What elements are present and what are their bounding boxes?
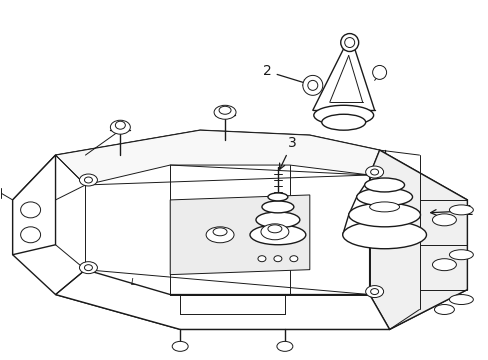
Ellipse shape [80,262,97,274]
Ellipse shape [214,105,236,119]
Ellipse shape [276,341,292,351]
Ellipse shape [84,265,92,271]
Ellipse shape [267,225,281,233]
Ellipse shape [348,203,420,227]
Ellipse shape [356,188,412,206]
Ellipse shape [219,106,230,114]
Ellipse shape [370,169,378,175]
Ellipse shape [267,193,287,201]
Ellipse shape [313,105,373,125]
Ellipse shape [365,285,383,298]
Ellipse shape [115,121,125,129]
Ellipse shape [307,80,317,90]
Polygon shape [56,270,389,329]
Ellipse shape [172,341,188,351]
Ellipse shape [448,294,472,305]
Ellipse shape [302,75,322,95]
Polygon shape [170,195,309,275]
Ellipse shape [365,166,383,178]
Ellipse shape [84,177,92,183]
Ellipse shape [431,214,455,226]
Text: L: L [130,278,135,287]
Ellipse shape [433,305,453,315]
Ellipse shape [372,66,386,80]
Ellipse shape [255,212,299,228]
Ellipse shape [273,256,281,262]
Ellipse shape [369,202,399,212]
Ellipse shape [110,120,130,134]
Ellipse shape [249,225,305,245]
Ellipse shape [370,289,378,294]
Ellipse shape [431,259,455,271]
Ellipse shape [289,256,297,262]
Ellipse shape [213,228,226,236]
Ellipse shape [448,205,472,215]
Ellipse shape [258,256,265,262]
Ellipse shape [80,174,97,186]
Ellipse shape [205,227,234,243]
Text: 3: 3 [279,136,296,169]
Ellipse shape [261,224,288,240]
Polygon shape [13,155,56,255]
Ellipse shape [340,33,358,51]
Polygon shape [369,150,467,329]
Ellipse shape [448,250,472,260]
Ellipse shape [20,227,41,243]
Ellipse shape [321,114,365,130]
Ellipse shape [342,221,426,249]
Text: 1: 1 [430,204,472,218]
Text: 2: 2 [263,64,308,85]
Ellipse shape [20,202,41,218]
Ellipse shape [262,201,293,213]
Ellipse shape [344,37,354,48]
Ellipse shape [364,178,404,192]
Polygon shape [56,130,379,185]
Polygon shape [13,130,467,329]
